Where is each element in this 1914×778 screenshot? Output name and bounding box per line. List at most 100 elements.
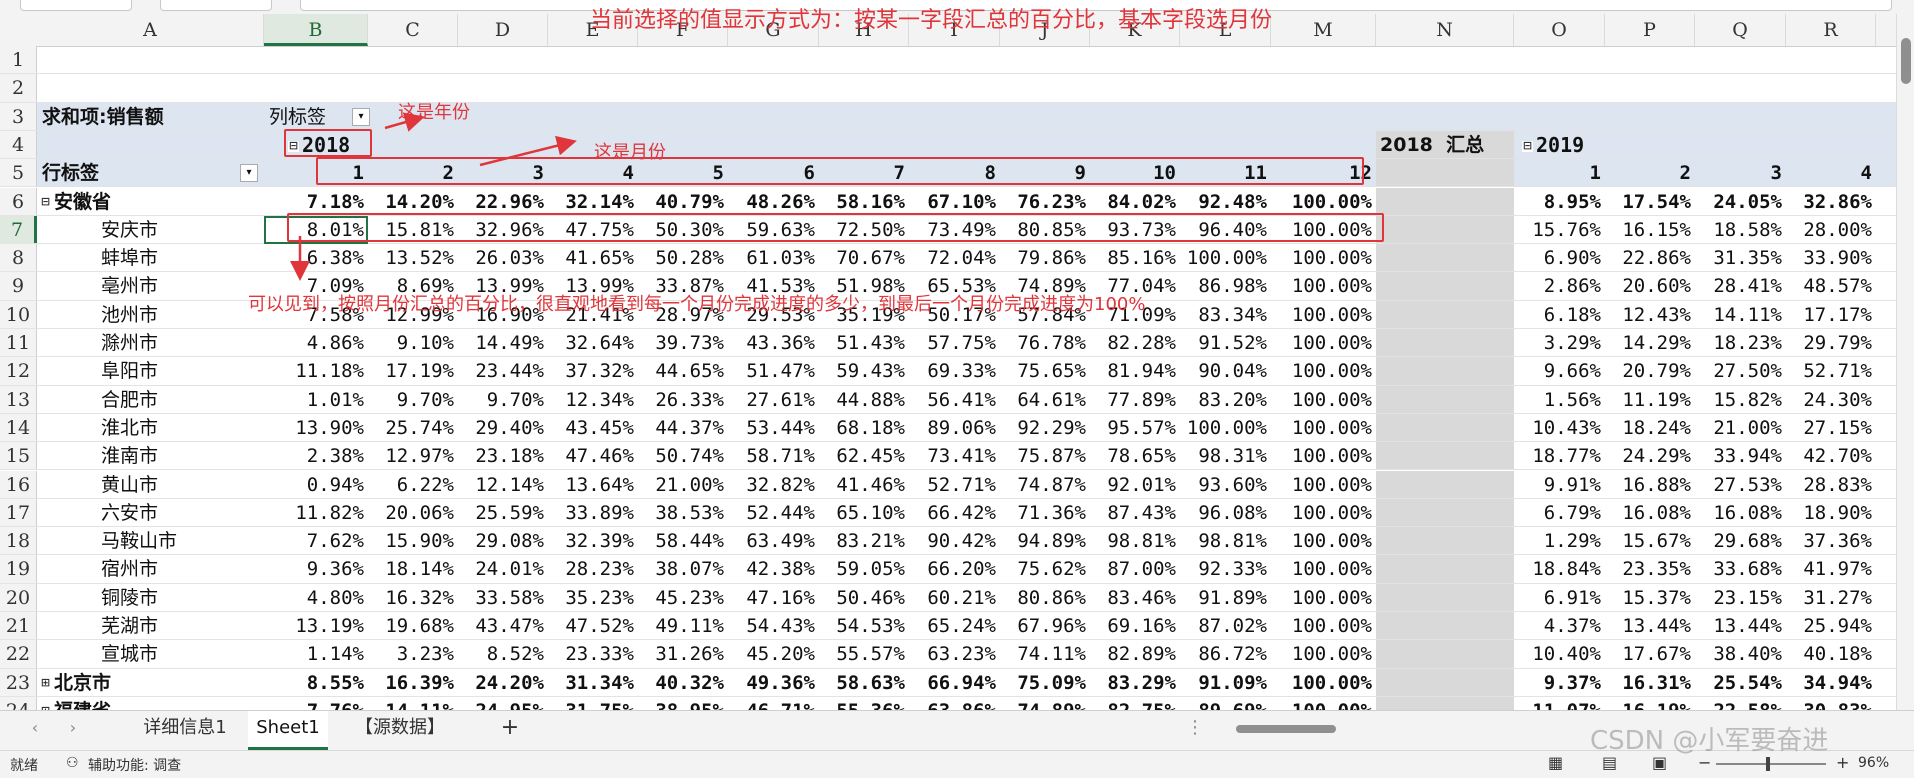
percent-cell[interactable]: 66.20% <box>927 558 996 581</box>
tab-detail-info-1[interactable]: 详细信息1 <box>143 717 227 738</box>
percent-cell[interactable]: 66.94% <box>927 671 996 694</box>
name-box[interactable] <box>20 0 132 11</box>
zoom-level[interactable]: 96% <box>1858 755 1890 771</box>
percent-cell[interactable]: 17.67% <box>1622 643 1691 666</box>
percent-cell[interactable]: 58.44% <box>655 530 724 553</box>
percent-cell[interactable]: 23.44% <box>475 360 544 383</box>
percent-cell[interactable]: 72.50% <box>836 218 905 241</box>
pivot-value-label[interactable]: 求和项:销售额 <box>42 105 164 128</box>
percent-cell[interactable]: 82.75% <box>1090 697 1180 710</box>
percent-cell[interactable]: 55.57% <box>836 643 905 666</box>
percent-cell[interactable]: 13.19% <box>295 615 364 637</box>
percent-cell[interactable]: 6.22% <box>396 473 454 496</box>
percent-cell[interactable]: 67.10% <box>927 190 996 213</box>
percent-cell[interactable]: 65.53% <box>927 275 996 298</box>
percent-cell[interactable]: 11.07% <box>1514 697 1605 710</box>
percent-cell[interactable]: 32.96% <box>475 218 544 241</box>
percent-cell[interactable]: 16.19% <box>1605 697 1695 710</box>
percent-cell[interactable]: 24.20% <box>475 671 544 694</box>
percent-cell[interactable]: 16.39% <box>385 671 454 694</box>
row-header[interactable]: 2 <box>0 74 37 102</box>
percent-cell[interactable]: 25.54% <box>1713 671 1782 694</box>
row-header[interactable]: 15 <box>0 442 37 470</box>
percent-cell[interactable]: 57.75% <box>927 332 996 354</box>
percent-cell[interactable]: 20.06% <box>385 501 454 524</box>
column-header-r[interactable]: R <box>1786 14 1876 46</box>
column-header-e[interactable]: E <box>548 14 638 46</box>
percent-cell[interactable]: 29.68% <box>1713 530 1782 553</box>
percent-cell[interactable]: 54.53% <box>836 615 905 637</box>
percent-cell[interactable]: 98.81% <box>1107 530 1176 553</box>
row-header[interactable]: 18 <box>0 527 37 555</box>
percent-cell[interactable]: 100.00% <box>1291 615 1372 637</box>
percent-cell[interactable]: 38.95% <box>638 697 728 710</box>
horizontal-scroll-thumb[interactable] <box>1236 725 1336 733</box>
row-header[interactable]: 21 <box>0 612 37 640</box>
percent-cell[interactable]: 24.01% <box>475 558 544 581</box>
percent-cell[interactable]: 38.40% <box>1713 643 1782 666</box>
percent-cell[interactable]: 16.15% <box>1622 218 1691 241</box>
percent-cell[interactable]: 47.16% <box>746 586 815 609</box>
percent-cell[interactable]: 14.11% <box>1713 303 1782 326</box>
percent-cell[interactable]: 96.40% <box>1198 218 1267 241</box>
percent-cell[interactable]: 58.16% <box>836 190 905 213</box>
percent-cell[interactable]: 2.86% <box>1543 275 1601 298</box>
percent-cell[interactable]: 47.46% <box>565 445 634 468</box>
percent-cell[interactable]: 9.10% <box>396 332 454 354</box>
percent-cell[interactable]: 76.23% <box>1017 190 1086 213</box>
percent-cell[interactable]: 100.00% <box>1291 643 1372 666</box>
percent-cell[interactable]: 16.31% <box>1622 671 1691 694</box>
tab-sheet1[interactable]: Sheet1 <box>248 711 328 750</box>
percent-cell[interactable]: 65.24% <box>927 615 996 637</box>
percent-cell[interactable]: 8.95% <box>1543 190 1601 213</box>
column-header-d[interactable]: D <box>458 14 548 46</box>
row-header[interactable]: 4 <box>0 130 37 159</box>
percent-cell[interactable]: 58.63% <box>836 671 905 694</box>
percent-cell[interactable]: 100.00% <box>1291 218 1372 241</box>
zoom-slider-thumb[interactable] <box>1766 757 1770 771</box>
city-row-label[interactable]: 淮北市 <box>37 414 264 441</box>
percent-cell[interactable]: 78.65% <box>1107 445 1176 468</box>
percent-cell[interactable]: 22.96% <box>475 190 544 213</box>
percent-cell[interactable]: 38.07% <box>655 558 724 581</box>
percent-cell[interactable]: 20.60% <box>1622 275 1691 298</box>
percent-cell[interactable]: 100.00% <box>1291 388 1372 411</box>
expand-icon[interactable]: ⊞ <box>40 675 51 689</box>
percent-cell[interactable]: 16.08% <box>1622 501 1691 524</box>
city-row-label[interactable]: 合肥市 <box>37 386 264 413</box>
percent-cell[interactable]: 43.36% <box>746 332 815 354</box>
percent-cell[interactable]: 73.49% <box>927 218 996 241</box>
column-filter-dropdown-icon[interactable]: ▾ <box>352 107 370 126</box>
vertical-scroll-thumb[interactable] <box>1901 38 1911 84</box>
percent-cell[interactable]: 39.73% <box>655 332 724 354</box>
city-row-label[interactable]: 安庆市 <box>37 216 264 243</box>
percent-cell[interactable]: 51.47% <box>746 360 815 383</box>
percent-cell[interactable]: 20.79% <box>1622 360 1691 383</box>
percent-cell[interactable]: 25.59% <box>475 501 544 524</box>
percent-cell[interactable]: 76.78% <box>1017 332 1086 354</box>
percent-cell[interactable]: 13.64% <box>565 473 634 496</box>
percent-cell[interactable]: 100.00% <box>1186 247 1267 270</box>
row-header[interactable]: 17 <box>0 498 37 527</box>
percent-cell[interactable]: 92.33% <box>1198 558 1267 581</box>
percent-cell[interactable]: 41.53% <box>746 275 815 298</box>
percent-cell[interactable]: 12.97% <box>385 445 454 468</box>
city-row-label[interactable]: 马鞍山市 <box>37 527 264 554</box>
column-header-f[interactable]: F <box>638 14 728 46</box>
percent-cell[interactable]: 27.50% <box>1713 360 1782 383</box>
percent-cell[interactable]: 23.33% <box>565 643 634 666</box>
percent-cell[interactable]: 87.02% <box>1198 615 1267 637</box>
city-row-label[interactable]: 宿州市 <box>37 555 264 582</box>
percent-cell[interactable]: 100.00% <box>1291 671 1372 694</box>
vertical-scrollbar[interactable] <box>1896 14 1914 710</box>
percent-cell[interactable]: 44.65% <box>655 360 724 383</box>
percent-cell[interactable]: 8.69% <box>396 275 454 298</box>
percent-cell[interactable]: 33.89% <box>565 501 634 524</box>
column-header-n[interactable]: N <box>1376 14 1514 46</box>
city-row-label[interactable]: 黄山市 <box>37 471 264 498</box>
percent-cell[interactable]: 37.32% <box>565 360 634 383</box>
percent-cell[interactable]: 59.63% <box>746 218 815 241</box>
percent-cell[interactable]: 71.36% <box>1017 501 1086 524</box>
city-row-label[interactable]: 淮南市 <box>37 442 264 469</box>
percent-cell[interactable]: 32.86% <box>1803 190 1872 213</box>
